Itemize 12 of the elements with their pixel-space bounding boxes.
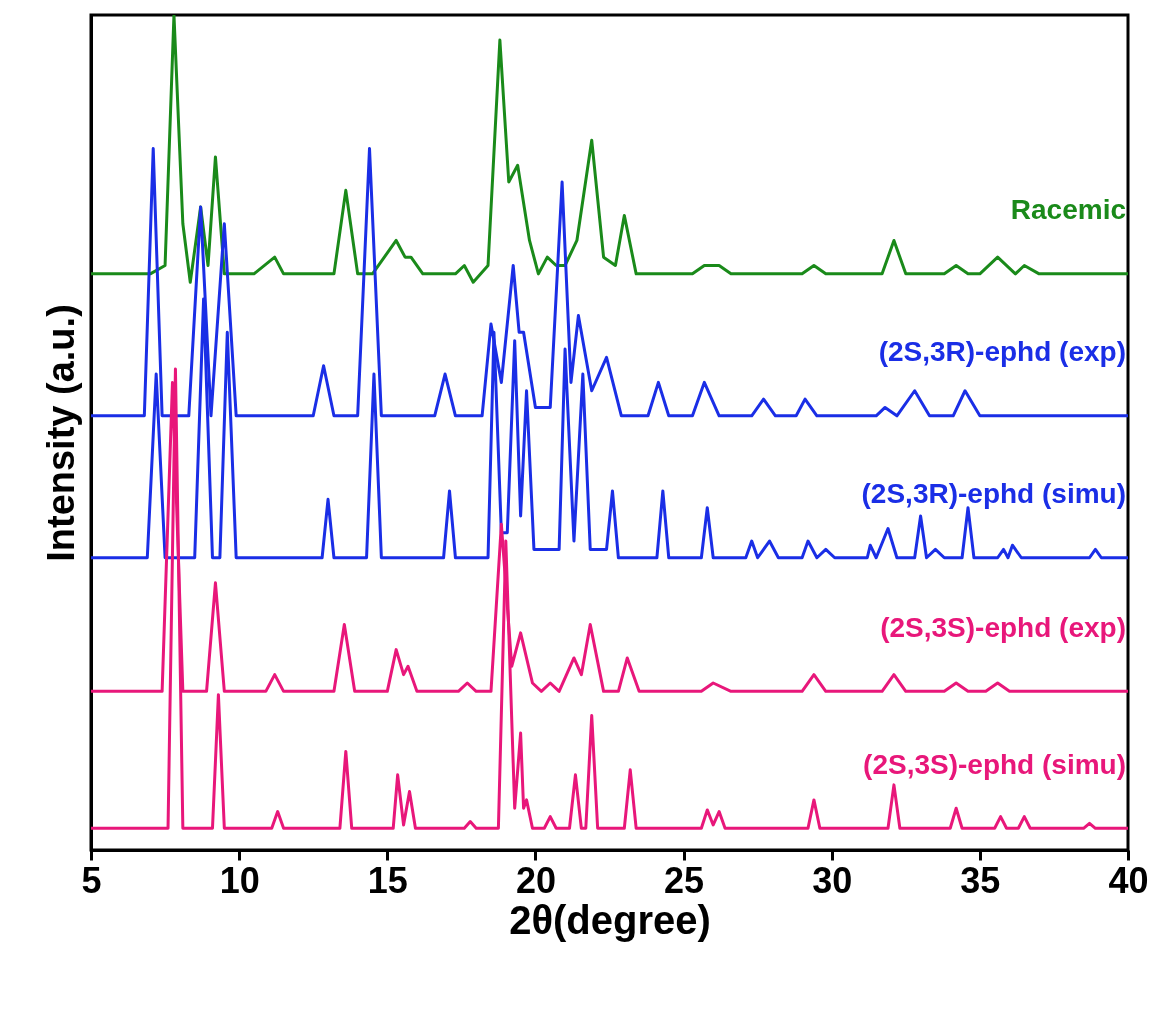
x-tick-label: 10 (219, 859, 260, 901)
series-label: (2S,3R)-ephd (exp) (878, 336, 1126, 368)
x-tick-label: 15 (367, 859, 408, 901)
series-label: (2S,3R)-ephd (simu) (861, 478, 1126, 510)
series-label: (2S,3S)-ephd (exp) (880, 611, 1126, 643)
x-tick-label: 35 (960, 859, 1001, 901)
x-tick-label: 30 (812, 859, 853, 901)
series-label: Racemic (1010, 194, 1126, 226)
y-axis-title: Intensity (a.u.) (39, 304, 82, 562)
series-label: (2S,3S)-ephd (simu) (863, 748, 1126, 780)
x-tick-label: 5 (81, 859, 102, 901)
x-tick-label: 40 (1108, 859, 1149, 901)
